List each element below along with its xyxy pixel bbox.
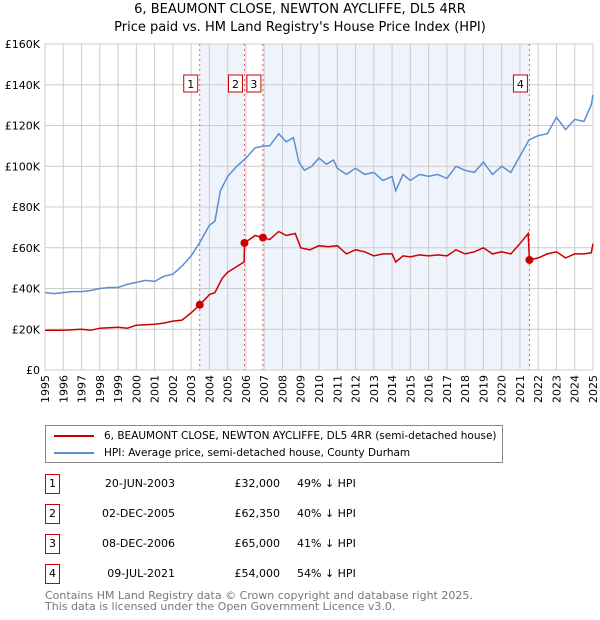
- x-tick-label: 2014: [386, 375, 399, 403]
- x-tick-label: 2004: [203, 375, 216, 403]
- y-tick-label: £0: [26, 364, 40, 377]
- x-tick-label: 2017: [441, 375, 454, 403]
- legend-swatch-hpi: [54, 452, 94, 454]
- x-tick-label: 2021: [514, 375, 527, 403]
- transaction-hpi-diff: 40% ↓ HPI: [297, 507, 356, 520]
- transaction-price: £62,350: [234, 507, 281, 520]
- x-tick-label: 2018: [459, 375, 472, 403]
- y-tick-label: £60K: [12, 242, 41, 255]
- transaction-price: £54,000: [234, 567, 281, 580]
- x-tick-label: 2015: [404, 375, 417, 403]
- transaction-number: 1: [45, 474, 60, 494]
- y-tick-label: £140K: [5, 79, 41, 92]
- sale-label-number: 1: [187, 78, 194, 91]
- footer-licence: This data is licensed under the Open Gov…: [45, 600, 396, 613]
- hpi-line: [44, 94, 594, 295]
- x-tick-label: 1997: [76, 375, 89, 403]
- transaction-date: 09-JUL-2021: [107, 567, 175, 580]
- x-tick-label: 2001: [149, 375, 162, 403]
- chart-subtitle: Price paid vs. HM Land Registry's House …: [114, 20, 486, 35]
- sale-label-border: [246, 74, 262, 93]
- chart-title-address: 6, BEAUMONT CLOSE, NEWTON AYCLIFFE, DL5 …: [134, 2, 466, 17]
- legend-label-property: 6, BEAUMONT CLOSE, NEWTON AYCLIFFE, DL5 …: [104, 430, 497, 442]
- sale-label-border: [512, 74, 528, 93]
- x-tick-label: 2009: [295, 375, 308, 403]
- plot-border: [44, 43, 594, 371]
- transaction-hpi-diff: 54% ↓ HPI: [297, 567, 356, 580]
- sale-label-number: 4: [517, 78, 524, 91]
- property-price-line: [45, 230, 594, 332]
- sale-point: [240, 238, 249, 247]
- transaction-hpi-diff: 41% ↓ HPI: [297, 537, 356, 550]
- y-tick-label: £100K: [5, 160, 41, 173]
- transaction-date: 20-JUN-2003: [104, 477, 175, 490]
- transaction-number: 4: [45, 564, 60, 584]
- x-tick-label: 2022: [532, 375, 545, 403]
- x-tick-label: 2024: [569, 375, 582, 403]
- x-tick-label: 2005: [222, 375, 235, 403]
- y-tick-label: £120K: [5, 120, 41, 133]
- sale-label-border: [183, 74, 199, 93]
- y-tick-label: £80K: [12, 201, 41, 214]
- x-tick-label: 2002: [167, 375, 180, 403]
- sale-label-border: [227, 74, 243, 93]
- transaction-price: £65,000: [234, 537, 281, 550]
- y-tick-label: £20K: [12, 323, 41, 336]
- transaction-date: 08-DEC-2006: [101, 537, 175, 550]
- x-tick-label: 2020: [496, 375, 509, 403]
- x-tick-label: 2023: [550, 375, 563, 403]
- x-tick-label: 2007: [258, 375, 271, 403]
- sale-point: [258, 233, 267, 242]
- x-tick-label: 2006: [240, 375, 253, 403]
- x-tick-label: 1999: [112, 375, 125, 403]
- sale-point: [525, 255, 534, 264]
- y-tick-label: £40K: [12, 283, 41, 296]
- transaction-number: 3: [45, 534, 60, 554]
- sale-label-box: 1: [183, 74, 199, 93]
- x-tick-label: 2011: [331, 375, 344, 403]
- transaction-date: 02-DEC-2005: [101, 507, 175, 520]
- transaction-number: 2: [45, 504, 60, 524]
- sale-label-number: 3: [250, 78, 257, 91]
- transaction-price: £32,000: [234, 477, 281, 490]
- x-tick-label: 2010: [313, 375, 326, 403]
- price-chart: £0 £20K £40K £60K £80K £100K £120K £140K £160K 19…: [5, 38, 600, 403]
- x-tick-label: 2003: [185, 375, 198, 403]
- x-tick-label: 1996: [57, 375, 70, 403]
- sale-point: [195, 300, 204, 309]
- x-tick-label: 2012: [350, 375, 363, 403]
- x-tick-label: 2016: [423, 375, 436, 403]
- sale-label-box: 2: [227, 74, 243, 93]
- legend-item-hpi: HPI: Average price, semi-detached house,…: [54, 445, 410, 461]
- sale-label-box: 4: [512, 74, 528, 93]
- legend-item-property: 6, BEAUMONT CLOSE, NEWTON AYCLIFFE, DL5 …: [54, 428, 497, 444]
- x-tick-label: 1995: [39, 375, 52, 403]
- legend-label-hpi: HPI: Average price, semi-detached house,…: [104, 447, 411, 459]
- y-tick-label: £160K: [5, 38, 41, 51]
- sale-label-box: 3: [246, 74, 262, 93]
- x-tick-label: 1998: [94, 375, 107, 403]
- legend-swatch-property: [54, 435, 94, 437]
- x-tick-label: 2013: [368, 375, 381, 403]
- x-tick-label: 2000: [130, 375, 143, 403]
- sale-label-number: 2: [232, 78, 239, 91]
- legend: 6, BEAUMONT CLOSE, NEWTON AYCLIFFE, DL5 …: [45, 425, 503, 463]
- transaction-hpi-diff: 49% ↓ HPI: [297, 477, 356, 490]
- x-tick-label: 2008: [276, 375, 289, 403]
- x-tick-label: 2025: [587, 375, 600, 403]
- x-tick-label: 2019: [477, 375, 490, 403]
- footer-copyright: Contains HM Land Registry data © Crown c…: [45, 589, 473, 602]
